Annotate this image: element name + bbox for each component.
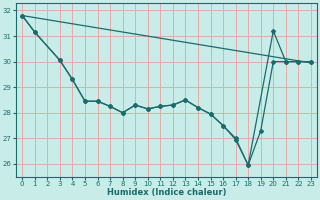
X-axis label: Humidex (Indice chaleur): Humidex (Indice chaleur) xyxy=(107,188,226,197)
